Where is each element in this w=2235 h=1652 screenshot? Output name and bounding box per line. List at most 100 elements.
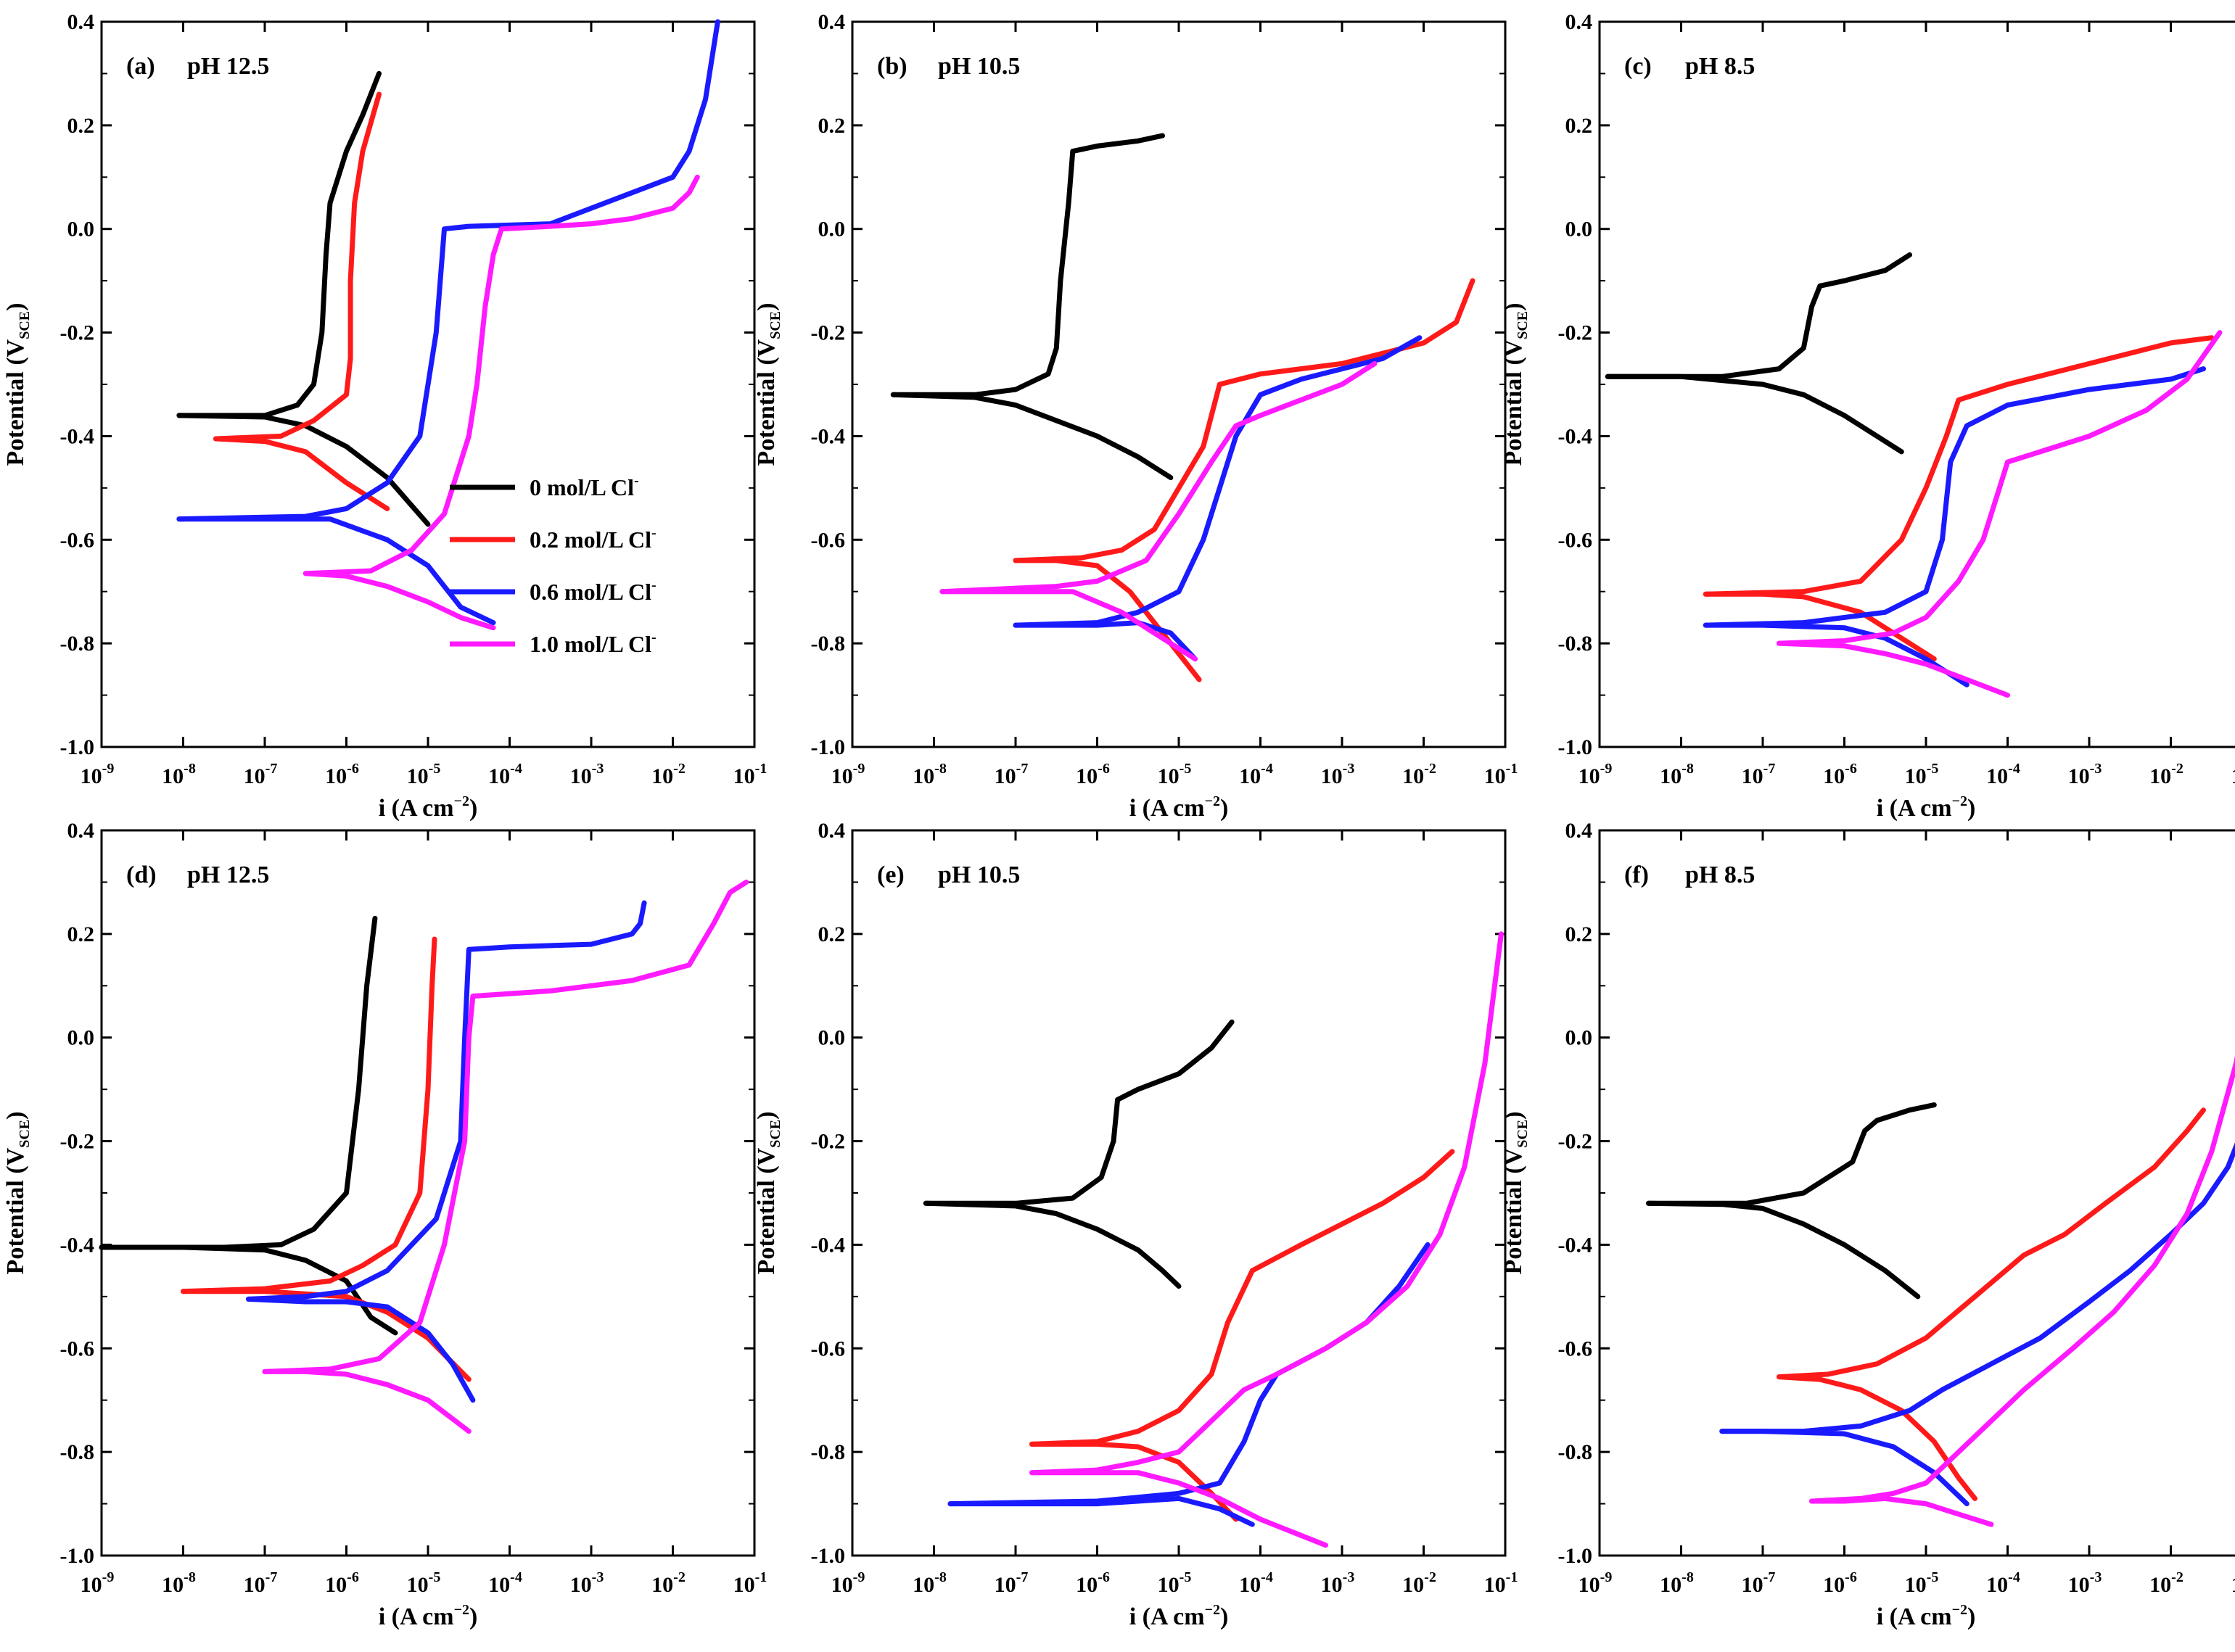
x-tick-label: 10-2: [1402, 761, 1436, 788]
y-tick-label: 0.4: [818, 819, 846, 843]
x-tick-label: 10-9: [1579, 1569, 1613, 1597]
x-axis-title: i (A cm−2): [1877, 793, 1976, 822]
y-tick-label: -0.4: [60, 424, 95, 448]
x-tick-label: 10-6: [1076, 761, 1110, 788]
y-tick-label: -0.2: [60, 1130, 95, 1154]
x-tick-label: 10-9: [81, 1569, 115, 1597]
x-tick-label: 10-3: [1321, 761, 1355, 788]
y-tick-label: -0.8: [1558, 632, 1593, 656]
curve-s1-anodic: [213, 91, 382, 442]
y-tick-label: 0.4: [1565, 10, 1593, 34]
y-tick-label: 0.2: [818, 114, 846, 138]
y-axis-title: Potential (VSCE): [753, 1112, 783, 1275]
x-tick-label: 10-6: [1823, 761, 1857, 788]
legend-label: 0.2 mol/L Cl-: [530, 525, 656, 553]
x-tick-label: 10-8: [1660, 761, 1694, 788]
x-axis-title: i (A cm−2): [1877, 1602, 1976, 1630]
panel-title: pH 10.5: [938, 862, 1020, 888]
curve-s1-anodic: [1777, 1107, 2206, 1380]
y-tick-label: 0.2: [67, 922, 95, 946]
y-tick-label: -0.2: [811, 1130, 846, 1154]
curve-s2-anodic: [176, 19, 720, 522]
y-tick-label: -0.8: [811, 632, 846, 656]
x-tick-label: 10-4: [488, 1569, 522, 1597]
curve-s3-anodic: [262, 879, 749, 1374]
y-tick-label: -1.0: [811, 735, 846, 759]
y-tick-label: -0.8: [60, 1440, 95, 1464]
y-axis-title: Potential (VSCE): [753, 303, 783, 466]
x-tick-label: 10-4: [1239, 1569, 1273, 1597]
y-tick-label: 0.0: [818, 1026, 846, 1050]
x-tick-label: 10-3: [2068, 761, 2102, 788]
y-tick-label: 0.0: [1565, 218, 1593, 241]
plot-frame: [1598, 829, 2235, 1557]
x-tick-label: 10-6: [325, 761, 359, 788]
legend-label: 0.6 mol/L Cl-: [530, 577, 656, 605]
x-tick-label: 10-9: [81, 761, 115, 788]
curve-s2-anodic: [947, 1242, 1431, 1507]
x-tick-label: 10-7: [995, 1569, 1029, 1597]
x-tick-label: 10-5: [1905, 761, 1939, 788]
x-tick-label: 10-7: [1742, 1569, 1776, 1597]
x-tick-label: 10-5: [407, 761, 441, 788]
y-tick-label: -1.0: [60, 1544, 95, 1568]
x-tick-label: 10-2: [2149, 1569, 2183, 1597]
panel-label: (b): [877, 53, 907, 80]
curve-s3-anodic: [1777, 330, 2223, 646]
x-tick-label: 10-8: [162, 761, 196, 788]
x-tick-label: 10-2: [651, 761, 686, 788]
x-tick-label: 10-9: [831, 761, 865, 788]
panel-title: pH 8.5: [1685, 862, 1755, 888]
legend: 0 mol/L Cl- 0.2 mol/L Cl- 0.6 mol/L Cl- 1.0…: [450, 473, 656, 657]
curve-s3-cathodic: [939, 589, 1198, 662]
y-tick-label: 0.4: [1565, 819, 1593, 843]
x-tick-label: 10-9: [831, 1569, 865, 1597]
panel-b: -1.0 -0.8 -0.6 -0.4 -0.2 0.0 0.2 0.4 10-9 10-8 10-…: [753, 10, 1518, 822]
curve-s0-cathodic: [1605, 373, 1904, 455]
panel-c: -1.0 -0.8 -0.6 -0.4 -0.2 0.0 0.2 0.4 10-9 10-8 10-…: [1500, 10, 2235, 822]
x-tick-label: 10-9: [1579, 761, 1613, 788]
panel-label: (f): [1624, 862, 1649, 888]
curve-s1-anodic: [1703, 335, 2215, 597]
curve-s2-anodic: [1703, 366, 2206, 628]
y-tick-label: -0.4: [60, 1233, 95, 1257]
curve-s3-anodic: [302, 174, 700, 577]
x-tick-label: 10-1: [1484, 1569, 1518, 1597]
panel-e: -1.0 -0.8 -0.6 -0.4 -0.2 0.0 0.2 0.4 10-9 10-8 10-…: [753, 819, 1518, 1630]
x-tick-label: 10-6: [1823, 1569, 1857, 1597]
x-tick-label: 10-1: [733, 761, 767, 788]
x-tick-label: 10-3: [2068, 1569, 2102, 1597]
x-tick-label: 10-2: [651, 1569, 686, 1597]
x-tick-label: 10-7: [244, 1569, 278, 1597]
x-tick-label: 10-8: [162, 1569, 196, 1597]
x-tick-label: 10-1: [2231, 1569, 2235, 1597]
x-tick-label: 10-4: [1986, 761, 2020, 788]
y-tick-label: -0.8: [811, 1440, 846, 1464]
y-tick-label: 0.4: [67, 10, 95, 34]
y-tick-label: -0.2: [60, 321, 95, 345]
curve-s2-cathodic: [246, 1296, 476, 1403]
y-tick-label: -0.4: [1558, 1233, 1593, 1257]
panel-d: -1.0 -0.8 -0.6 -0.4 -0.2 0.0 0.2 0.4 10-9 10-8 10-…: [2, 819, 767, 1630]
x-tick-label: 10-3: [570, 761, 604, 788]
x-tick-label: 10-2: [1402, 1569, 1436, 1597]
y-tick-label: -0.8: [1558, 1440, 1593, 1464]
y-axis-title: Potential (VSCE): [2, 303, 33, 466]
panel-label: (a): [126, 53, 155, 80]
y-tick-label: -0.8: [60, 632, 95, 656]
y-tick-label: -0.6: [1558, 528, 1593, 552]
curve-s1-anodic: [181, 936, 437, 1294]
x-tick-label: 10-4: [1986, 1569, 2020, 1597]
curve-s0-anodic: [1605, 252, 1912, 379]
y-tick-label: 0.4: [818, 10, 846, 34]
curve-s0-anodic: [176, 70, 382, 418]
x-tick-label: 10-2: [2149, 761, 2183, 788]
x-tick-label: 10-1: [2231, 761, 2235, 788]
y-tick-label: 0.0: [818, 218, 846, 241]
x-axis-title: i (A cm−2): [1129, 793, 1229, 822]
curve-s2-anodic: [1013, 335, 1423, 628]
curve-s3-cathodic: [1777, 640, 2010, 698]
y-tick-label: 0.2: [818, 922, 846, 946]
curve-s0-anodic: [890, 133, 1165, 397]
